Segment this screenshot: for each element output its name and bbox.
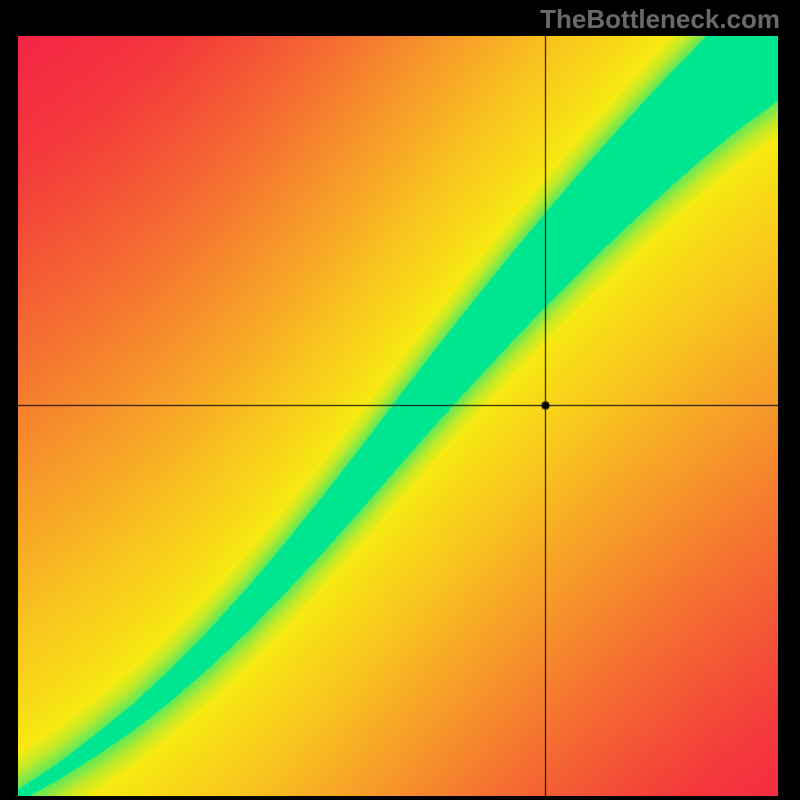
bottleneck-heatmap: TheBottleneck.com	[0, 0, 800, 800]
heatmap-canvas	[18, 36, 778, 796]
watermark-text: TheBottleneck.com	[540, 4, 780, 35]
plot-area	[18, 36, 778, 796]
